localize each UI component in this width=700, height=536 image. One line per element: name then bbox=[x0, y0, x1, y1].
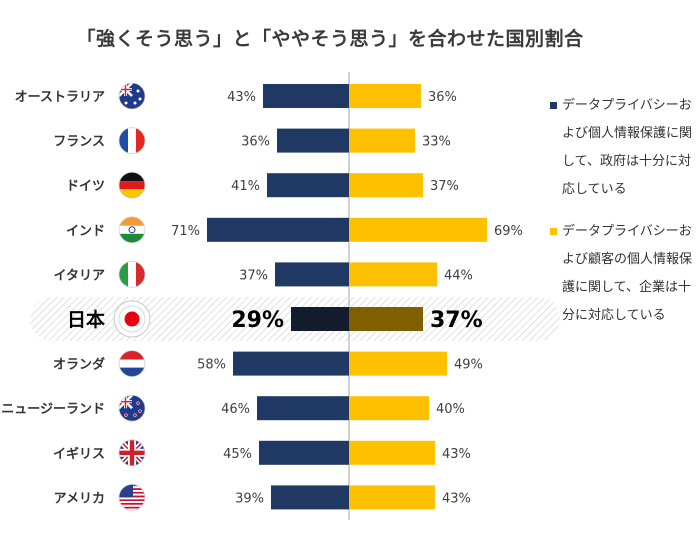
value-label-government: 58% bbox=[197, 358, 226, 373]
bar-government bbox=[267, 173, 349, 198]
uk-flag bbox=[118, 439, 146, 467]
bar-corporate bbox=[349, 128, 415, 153]
country-label: オランダ bbox=[53, 357, 105, 373]
value-label-corporate: 69% bbox=[494, 224, 523, 239]
legend-item-government: データプライバシーおよび個人情報保護に関して、政府は十分に対応している bbox=[550, 92, 693, 204]
bar-government bbox=[257, 396, 349, 421]
germany-flag bbox=[118, 171, 146, 199]
bar-corporate bbox=[349, 440, 435, 465]
value-label-corporate: 36% bbox=[428, 90, 457, 105]
italy-flag bbox=[118, 260, 146, 288]
bar-corporate bbox=[349, 307, 423, 331]
bar-government bbox=[263, 84, 349, 108]
value-label-corporate: 43% bbox=[442, 447, 471, 462]
bar-corporate bbox=[349, 173, 423, 198]
country-label: オーストラリア bbox=[15, 90, 105, 105]
value-label-government: 45% bbox=[223, 447, 252, 462]
legend-item-corporate: データプライバシーおよび顧客の個人情報保護に関して、企業は十分に対応している bbox=[550, 218, 693, 330]
usa-flag bbox=[118, 483, 146, 511]
country-label: ニュージーランド bbox=[1, 402, 105, 417]
chart-title: 「強くそう思う」と「ややそう思う」を合わせた国別割合 bbox=[76, 28, 584, 50]
india-flag bbox=[118, 216, 146, 244]
legend-label-government: データプライバシーおよび個人情報保護に関して、政府は十分に対応している bbox=[562, 98, 693, 197]
bar-corporate bbox=[349, 485, 435, 510]
france-flag bbox=[118, 127, 146, 155]
bar-government bbox=[277, 128, 349, 153]
new-zealand-flag bbox=[118, 394, 146, 422]
legend-swatch-corporate bbox=[550, 228, 557, 235]
country-label: フランス bbox=[53, 135, 105, 150]
country-label: アメリカ bbox=[54, 491, 105, 506]
netherlands-flag bbox=[118, 350, 146, 378]
value-label-government: 41% bbox=[231, 179, 260, 194]
japan-flag bbox=[118, 305, 146, 333]
bar-corporate bbox=[349, 84, 421, 108]
value-label-corporate: 43% bbox=[442, 491, 471, 506]
bar-corporate bbox=[349, 351, 447, 376]
country-label: イギリス bbox=[53, 446, 105, 462]
value-label-corporate: 37% bbox=[430, 308, 483, 333]
value-label-government: 71% bbox=[171, 224, 200, 239]
country-label: インド bbox=[66, 224, 105, 239]
value-label-government: 37% bbox=[239, 268, 268, 283]
bar-corporate bbox=[349, 262, 437, 287]
bar-corporate bbox=[349, 217, 487, 242]
country-label: 日本 bbox=[67, 308, 105, 331]
value-label-government: 43% bbox=[227, 90, 256, 105]
bar-corporate bbox=[349, 396, 429, 421]
bar-government bbox=[207, 217, 349, 242]
bar-government bbox=[271, 485, 349, 510]
value-label-corporate: 33% bbox=[422, 135, 451, 150]
value-label-government: 39% bbox=[235, 491, 264, 506]
value-label-corporate: 49% bbox=[454, 358, 483, 373]
country-label: ドイツ bbox=[66, 179, 105, 194]
value-label-corporate: 37% bbox=[430, 179, 459, 194]
legend-swatch-government bbox=[550, 102, 557, 109]
value-label-government: 46% bbox=[221, 402, 250, 417]
country-label: イタリア bbox=[54, 268, 105, 283]
bar-government bbox=[259, 440, 349, 465]
value-label-government: 36% bbox=[241, 135, 270, 150]
bar-government bbox=[275, 262, 349, 287]
legend-label-corporate: データプライバシーおよび顧客の個人情報保護に関して、企業は十分に対応している bbox=[562, 224, 693, 323]
value-label-government: 29% bbox=[231, 308, 284, 333]
bar-government bbox=[291, 307, 349, 331]
australia-flag bbox=[118, 82, 146, 110]
value-label-corporate: 40% bbox=[436, 402, 465, 417]
bar-government bbox=[233, 351, 349, 376]
value-label-corporate: 44% bbox=[444, 268, 473, 283]
